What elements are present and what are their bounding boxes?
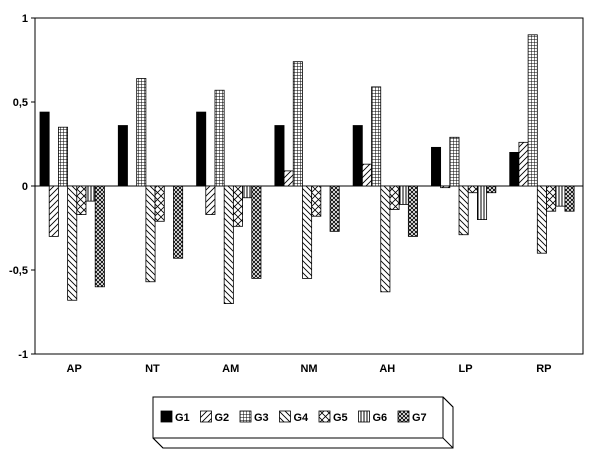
bar-g7-nt (173, 185, 184, 259)
bar-g7-ah (407, 185, 418, 237)
bar-g6-ah (398, 185, 409, 205)
bar-g1-nt (117, 125, 128, 187)
bar-g7-am (251, 185, 262, 279)
bar-g6-ap (85, 185, 96, 202)
bar-g6-rp (555, 185, 566, 207)
bar-g1-nm (274, 125, 285, 187)
bar-g3-am (214, 89, 225, 187)
bar-g2-ap (48, 185, 59, 237)
legend-label-g6: G6 (373, 412, 388, 424)
bar-g7-rp (564, 185, 575, 212)
bar-g2-nm (283, 170, 294, 187)
bar-g2-rp (518, 141, 529, 187)
bar-g3-rp (527, 34, 538, 187)
bar-g4-am (223, 185, 234, 304)
bar-g6-lp (477, 185, 488, 220)
legend: G1 G2 G3 G4 G5 G6 G7 (152, 396, 454, 449)
bar-g4-lp (458, 185, 469, 236)
bar-g6-am (242, 185, 253, 199)
legend-items: G1 G2 G3 G4 G5 G6 G7 (160, 410, 427, 424)
y-axis: 1 0,5 0 -0,5 -1 (9, 13, 35, 361)
bar-g5-ap (76, 185, 87, 215)
x-axis: AP NT AM NM AH LP RP (67, 363, 552, 375)
bar-g1-am (196, 111, 207, 187)
x-tick-label: LP (459, 363, 473, 375)
legend-label-g5: G5 (333, 412, 348, 424)
bar-g7-ap (94, 185, 105, 288)
legend-swatch-g4 (279, 410, 291, 423)
x-tick-label: AH (379, 363, 395, 375)
bar-g5-ah (389, 185, 400, 210)
bar-g1-ah (352, 125, 363, 187)
bar-g4-nt (145, 185, 156, 283)
legend-swatch-g3 (239, 410, 252, 423)
y-tick-label: 1 (22, 13, 28, 25)
bar-g5-lp (467, 185, 478, 194)
bar-g4-nm (302, 185, 313, 279)
x-tick-label: RP (536, 363, 551, 375)
legend-swatch-g7 (397, 410, 410, 423)
x-tick-label: AP (67, 363, 82, 375)
x-tick-label: NM (300, 363, 317, 375)
bar-g2-ah (361, 163, 372, 187)
x-tick-label: NT (145, 363, 160, 375)
legend-label-g1: G1 (175, 412, 190, 424)
legend-label-g7: G7 (412, 412, 427, 424)
y-tick-label: 0,5 (13, 97, 28, 109)
legend-swatch-g2 (200, 410, 212, 423)
bar-g2-lp (440, 185, 451, 189)
bar-g7-lp (486, 185, 497, 194)
bar-g5-rp (546, 185, 557, 212)
bar-g3-lp (449, 136, 460, 187)
bar-g4-rp (536, 185, 547, 254)
y-tick-label: -0,5 (9, 265, 28, 277)
legend-box (152, 396, 444, 439)
bar-g2-am (205, 185, 216, 215)
bar-g1-rp (509, 151, 520, 187)
legend-label-g4: G4 (294, 412, 310, 424)
bar-g4-ah (380, 185, 391, 293)
bar-g3-nm (292, 61, 303, 187)
y-tick-label: 0 (22, 181, 28, 193)
bars-group (39, 34, 575, 304)
legend-swatch-g6 (358, 410, 370, 423)
legend-swatch-g5 (318, 410, 331, 423)
bar-g4-ap (67, 185, 78, 301)
bar-g5-nm (311, 185, 322, 217)
bar-g5-nt (154, 185, 165, 222)
bar-g3-ah (371, 86, 382, 187)
y-tick-label: -1 (18, 349, 28, 361)
bar-g5-am (232, 185, 243, 227)
x-tick-label: AM (222, 363, 239, 375)
bar-g3-ap (58, 126, 69, 187)
bar-g1-ap (39, 111, 50, 187)
bar-g7-nm (329, 185, 340, 232)
legend-label-g3: G3 (254, 412, 269, 424)
legend-swatch-g1 (160, 410, 173, 423)
legend-label-g2: G2 (215, 412, 230, 424)
bar-g1-lp (431, 146, 442, 187)
bar-g3-nt (136, 78, 147, 187)
